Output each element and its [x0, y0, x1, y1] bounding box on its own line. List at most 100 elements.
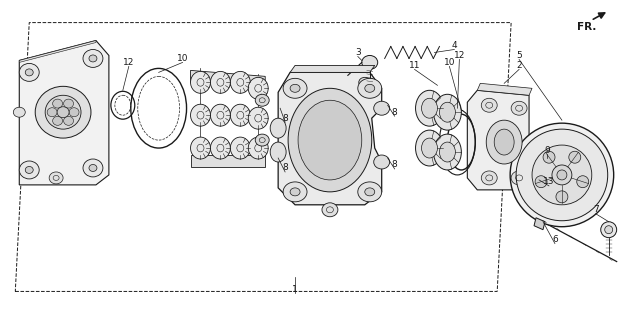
Ellipse shape [416, 130, 443, 166]
Ellipse shape [13, 107, 25, 117]
Ellipse shape [357, 182, 382, 202]
Ellipse shape [52, 116, 62, 125]
Text: 8: 8 [392, 108, 398, 117]
Ellipse shape [439, 102, 456, 122]
Ellipse shape [552, 165, 572, 185]
Ellipse shape [516, 129, 608, 221]
Ellipse shape [511, 101, 527, 115]
Ellipse shape [211, 137, 231, 159]
Text: 5: 5 [516, 51, 522, 60]
Ellipse shape [416, 90, 443, 126]
Ellipse shape [191, 104, 211, 126]
Ellipse shape [541, 163, 553, 173]
Ellipse shape [25, 69, 33, 76]
Text: 8: 8 [282, 114, 288, 123]
Ellipse shape [290, 188, 300, 196]
Ellipse shape [532, 145, 592, 205]
Ellipse shape [35, 86, 91, 138]
Polygon shape [468, 90, 529, 190]
Ellipse shape [374, 101, 389, 115]
Text: 4: 4 [452, 41, 458, 50]
Text: 11: 11 [409, 61, 420, 70]
Ellipse shape [64, 116, 74, 125]
Ellipse shape [231, 71, 250, 93]
Polygon shape [191, 70, 265, 88]
Ellipse shape [25, 166, 33, 173]
Ellipse shape [248, 77, 268, 99]
Ellipse shape [529, 174, 539, 182]
Text: 12: 12 [123, 58, 134, 67]
Ellipse shape [357, 78, 382, 98]
Ellipse shape [57, 107, 69, 118]
Ellipse shape [365, 188, 375, 196]
Polygon shape [534, 218, 545, 230]
Ellipse shape [494, 129, 514, 155]
Ellipse shape [434, 134, 461, 170]
Text: 8: 8 [282, 164, 288, 172]
Polygon shape [19, 41, 96, 62]
Ellipse shape [83, 159, 103, 177]
Ellipse shape [47, 108, 57, 117]
Ellipse shape [569, 151, 581, 163]
Ellipse shape [64, 99, 74, 108]
Ellipse shape [45, 95, 81, 129]
Text: 1: 1 [292, 285, 298, 294]
Ellipse shape [298, 100, 362, 180]
Ellipse shape [248, 107, 268, 129]
Polygon shape [19, 41, 109, 185]
Ellipse shape [434, 94, 461, 130]
Ellipse shape [481, 98, 498, 112]
Ellipse shape [535, 176, 547, 188]
Ellipse shape [421, 138, 437, 158]
Ellipse shape [283, 78, 307, 98]
Ellipse shape [557, 170, 567, 180]
Ellipse shape [231, 137, 250, 159]
Text: 13: 13 [543, 177, 555, 187]
Text: 2: 2 [516, 61, 522, 70]
Ellipse shape [89, 55, 97, 62]
Ellipse shape [322, 203, 338, 217]
Ellipse shape [255, 94, 269, 106]
Polygon shape [191, 155, 265, 167]
Ellipse shape [270, 118, 286, 138]
Ellipse shape [601, 222, 617, 238]
Ellipse shape [362, 55, 378, 69]
Text: 12: 12 [454, 51, 465, 60]
Text: 9: 9 [544, 146, 550, 155]
Ellipse shape [52, 99, 62, 108]
Polygon shape [290, 65, 375, 72]
Polygon shape [278, 72, 382, 205]
Ellipse shape [374, 155, 389, 169]
Ellipse shape [421, 98, 437, 118]
Text: 10: 10 [444, 58, 455, 67]
Ellipse shape [19, 161, 39, 179]
Ellipse shape [211, 71, 231, 93]
Ellipse shape [19, 63, 39, 81]
Ellipse shape [211, 104, 231, 126]
Ellipse shape [191, 137, 211, 159]
Text: 6: 6 [552, 235, 558, 244]
Ellipse shape [270, 142, 286, 162]
Ellipse shape [69, 108, 79, 117]
Ellipse shape [49, 172, 63, 184]
Ellipse shape [248, 137, 268, 159]
Ellipse shape [511, 171, 527, 185]
Text: 8: 8 [392, 160, 398, 170]
Ellipse shape [510, 123, 614, 227]
Ellipse shape [231, 104, 250, 126]
Ellipse shape [290, 84, 300, 92]
Text: 3: 3 [355, 48, 361, 57]
Ellipse shape [283, 182, 307, 202]
Text: 7: 7 [593, 205, 599, 214]
Text: FR.: FR. [577, 21, 596, 32]
Ellipse shape [89, 164, 97, 172]
Ellipse shape [605, 226, 612, 234]
Ellipse shape [359, 77, 371, 87]
Ellipse shape [535, 158, 559, 178]
Ellipse shape [486, 120, 522, 164]
Ellipse shape [365, 84, 375, 92]
Ellipse shape [543, 151, 555, 163]
Ellipse shape [191, 71, 211, 93]
Ellipse shape [481, 171, 498, 185]
Ellipse shape [288, 88, 372, 192]
